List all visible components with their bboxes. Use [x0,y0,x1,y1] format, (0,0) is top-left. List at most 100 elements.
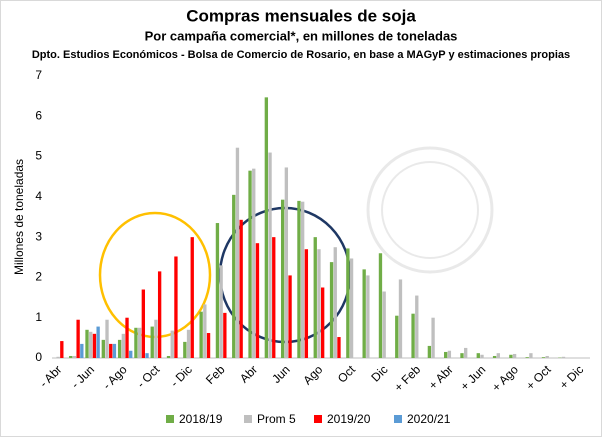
bar [411,313,415,358]
bar [447,350,452,358]
bar [382,291,386,358]
bar [105,319,109,358]
bar [134,327,138,358]
bar [297,200,301,358]
bar [137,327,142,358]
bar [541,357,546,358]
bar [398,279,403,358]
legend-swatch [244,415,252,423]
bar [129,350,133,358]
bar [264,97,269,358]
bar [190,237,194,358]
bar [80,343,84,358]
y-tick-label: 3 [35,229,42,243]
bar [427,345,432,358]
bar [321,287,325,358]
watermark [366,146,494,274]
bar [512,353,517,358]
bar [174,256,178,358]
bar [329,262,334,358]
bar [349,258,354,358]
bar [203,304,207,358]
bar [366,275,370,358]
bar [304,249,309,358]
legend-swatch [394,415,402,423]
bar [76,319,80,358]
bar [300,201,305,358]
bar [280,199,285,358]
bar [362,269,366,358]
bar [525,357,529,358]
bar [125,317,129,358]
chart-subtitle: Por campaña comercial*, en millones de t… [145,28,458,43]
bar [561,356,566,358]
bar [337,337,341,358]
bar [480,354,484,358]
y-tick-label: 5 [35,149,42,163]
bar [252,168,256,358]
bar [492,355,497,358]
bar [101,339,105,358]
chart-note: Dpto. Estudios Económicos - Bolsa de Com… [32,49,570,61]
y-tick-label: 6 [35,108,42,122]
bar [235,147,240,358]
bar [346,248,350,358]
bar [157,271,162,358]
bar [85,329,89,358]
bar [141,289,146,358]
bar [232,194,236,358]
bar [72,355,77,358]
bar [117,339,122,358]
bar [92,333,97,358]
bar [248,170,252,358]
bar [395,315,399,358]
y-tick-label: 4 [35,189,42,203]
legend-label: 2020/21 [407,412,451,426]
bar [460,353,464,358]
bar [150,326,154,358]
bar [284,167,289,358]
y-tick-label: 2 [35,270,42,284]
legend-swatch [166,415,174,423]
bar [199,311,203,358]
bar [255,243,260,358]
bar [56,356,60,358]
bar [444,351,448,358]
bar [145,353,149,358]
bar [223,312,227,358]
bar [166,355,171,358]
bar [529,353,533,358]
bar [545,355,549,358]
bar [509,354,513,358]
y-axis-label: Millones de toneladas [12,159,26,275]
bar [476,353,480,358]
bar [154,319,158,358]
bar [313,237,317,358]
bar [206,333,211,358]
legend-label: Prom 5 [257,412,296,426]
bar [288,275,292,358]
y-tick-label: 0 [35,350,42,364]
bar [378,253,383,358]
y-tick-label: 1 [35,310,42,324]
bar [219,265,223,358]
bar [96,326,100,358]
bar [464,347,468,358]
bar [69,355,73,358]
bar [170,330,174,358]
bar [239,219,243,358]
bar [415,295,419,358]
bar [431,317,435,358]
chart-title: Compras mensuales de soja [186,6,416,25]
bar [268,152,272,358]
bar [60,341,64,358]
bar [112,343,117,358]
legend-swatch [314,415,322,423]
legend-label: 2018/19 [179,412,223,426]
bar [496,353,500,358]
y-tick-label: 7 [35,68,42,82]
bar [183,341,187,358]
legend-label: 2019/20 [327,412,371,426]
bar [317,249,321,358]
